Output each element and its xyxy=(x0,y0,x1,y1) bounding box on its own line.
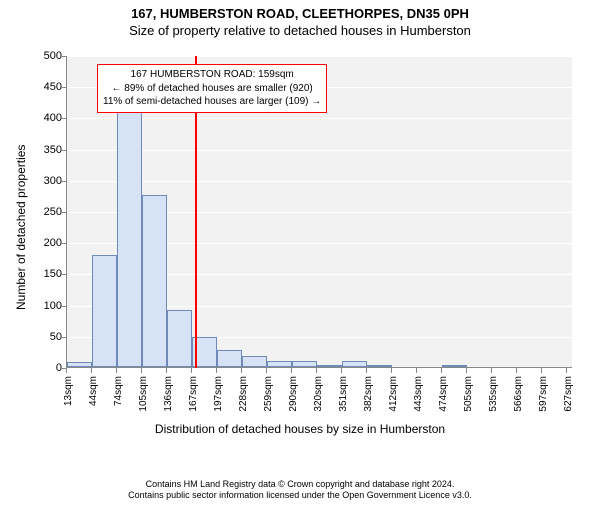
histogram-bar xyxy=(292,361,317,367)
histogram-bar xyxy=(342,361,367,367)
x-axis-label: Distribution of detached houses by size … xyxy=(0,422,600,436)
x-tick-label: 136sqm xyxy=(163,376,174,412)
x-tick-label: 505sqm xyxy=(463,376,474,412)
histogram-bar xyxy=(367,365,392,367)
copyright-line1: Contains HM Land Registry data © Crown c… xyxy=(0,479,600,491)
x-tick-label: 105sqm xyxy=(138,376,149,412)
x-tick-label: 259sqm xyxy=(263,376,274,412)
y-tick-label: 250 xyxy=(44,206,62,218)
y-tick-label: 350 xyxy=(44,144,62,156)
x-tick-label: 228sqm xyxy=(238,376,249,412)
histogram-bar xyxy=(117,99,142,367)
histogram-bar xyxy=(142,195,167,367)
histogram-bar xyxy=(67,362,92,367)
histogram-bar xyxy=(167,310,192,367)
x-tick-label: 167sqm xyxy=(188,376,199,412)
x-tick-label: 13sqm xyxy=(63,376,74,406)
x-tick-label: 627sqm xyxy=(563,376,574,412)
y-tick-label: 450 xyxy=(44,81,62,93)
annotation-line3: 11% of semi-detached houses are larger (… xyxy=(103,95,321,109)
histogram-bar xyxy=(92,255,117,367)
x-tick-label: 412sqm xyxy=(388,376,399,412)
x-tick-label: 197sqm xyxy=(213,376,224,412)
annotation-line2: ← 89% of detached houses are smaller (92… xyxy=(103,82,321,96)
y-axis-label: Number of detached properties xyxy=(14,145,28,310)
chart-container: Number of detached properties 0501001502… xyxy=(0,50,600,460)
chart-title-address: 167, HUMBERSTON ROAD, CLEETHORPES, DN35 … xyxy=(0,6,600,21)
x-tick-label: 290sqm xyxy=(288,376,299,412)
x-tick-label: 351sqm xyxy=(338,376,349,412)
histogram-bar xyxy=(217,350,242,367)
x-tick-label: 535sqm xyxy=(488,376,499,412)
histogram-bar xyxy=(267,361,292,367)
x-tick-label: 74sqm xyxy=(113,376,124,406)
annotation-line1: 167 HUMBERSTON ROAD: 159sqm xyxy=(103,68,321,82)
x-tick-label: 597sqm xyxy=(538,376,549,412)
histogram-bar xyxy=(242,356,267,367)
chart-subtitle: Size of property relative to detached ho… xyxy=(0,23,600,38)
y-tick-label: 300 xyxy=(44,175,62,187)
histogram-bar xyxy=(442,365,467,367)
x-tick-label: 443sqm xyxy=(413,376,424,412)
y-tick-label: 100 xyxy=(44,300,62,312)
copyright-notice: Contains HM Land Registry data © Crown c… xyxy=(0,479,600,502)
y-tick-label: 500 xyxy=(44,50,62,62)
x-tick-label: 566sqm xyxy=(513,376,524,412)
copyright-line2: Contains public sector information licen… xyxy=(0,490,600,502)
plot-area: 167 HUMBERSTON ROAD: 159sqm ← 89% of det… xyxy=(66,56,572,368)
y-tick-label: 200 xyxy=(44,237,62,249)
annotation-box: 167 HUMBERSTON ROAD: 159sqm ← 89% of det… xyxy=(97,64,327,113)
x-tick-label: 474sqm xyxy=(438,376,449,412)
histogram-bar xyxy=(317,365,342,367)
y-tick-label: 150 xyxy=(44,268,62,280)
y-tick-label: 400 xyxy=(44,112,62,124)
x-tick-label: 382sqm xyxy=(363,376,374,412)
x-tick-label: 44sqm xyxy=(88,376,99,406)
x-tick-label: 320sqm xyxy=(313,376,324,412)
